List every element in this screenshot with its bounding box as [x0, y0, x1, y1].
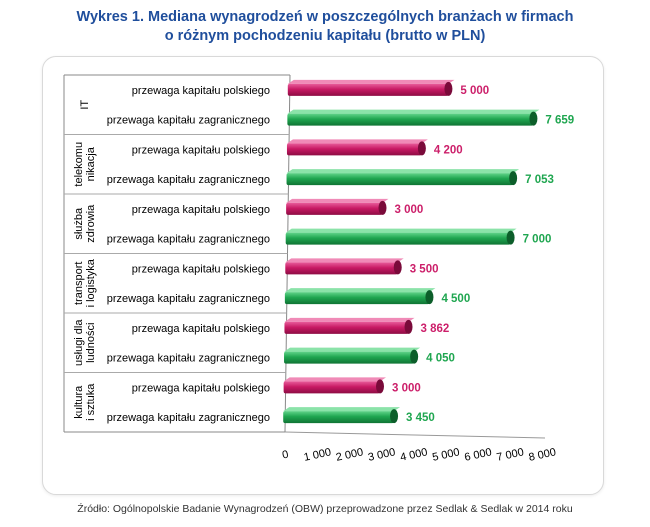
bar-foreign-top — [283, 407, 401, 412]
bar-polish-end — [417, 141, 426, 156]
group-label-line: usługi dla — [73, 319, 85, 366]
value-label: 4 050 — [426, 353, 455, 365]
bar-polish-top — [285, 258, 404, 263]
category-label: przewaga kapitału zagranicznego — [107, 412, 270, 424]
bar-foreign — [286, 173, 514, 186]
bar-polish — [283, 381, 380, 394]
group-label: transporti logistyka — [73, 258, 97, 307]
bar-polish-end — [393, 260, 402, 275]
group-label-line: i logistyka — [85, 258, 97, 307]
value-axis-line — [284, 431, 546, 439]
bar-polish-top — [283, 377, 386, 382]
bar-foreign-top — [284, 288, 436, 293]
bar-polish — [287, 83, 449, 96]
group-label-line: zdrowia — [85, 204, 97, 243]
value-label: 4 200 — [434, 144, 463, 156]
group-label: kulturai sztuka — [73, 383, 97, 421]
bar-polish-end — [444, 81, 453, 96]
x-tick-label: 8 000 — [528, 446, 557, 463]
x-tick-label: 1 000 — [303, 446, 332, 463]
value-label: 7 659 — [545, 115, 574, 127]
bar-foreign-end — [390, 409, 399, 424]
value-label: 3 000 — [395, 204, 424, 216]
group-label: telekomunikacja — [73, 142, 97, 187]
bar-foreign-end — [509, 171, 518, 186]
group-label: IT — [79, 100, 91, 110]
bar-foreign-top — [284, 347, 421, 352]
chart-title-line-2: o różnym pochodzeniu kapitału (brutto w … — [164, 28, 486, 44]
value-label: 3 000 — [392, 382, 421, 394]
category-label: przewaga kapitału polskiego — [132, 144, 270, 156]
group-label: służbazdrowia — [73, 204, 97, 243]
bar-foreign — [287, 113, 534, 126]
bar-foreign-end — [410, 349, 419, 364]
value-label: 7 000 — [523, 234, 552, 246]
x-tick-label: 7 000 — [496, 446, 525, 463]
x-tick-label: 3 000 — [367, 446, 396, 463]
bar-foreign-top — [286, 169, 520, 174]
group-label-line: służba — [73, 207, 85, 240]
bar-polish-top — [284, 317, 415, 322]
group-label-line: transport — [73, 262, 85, 305]
bar-foreign-end — [425, 290, 434, 305]
bar-polish-top — [286, 139, 428, 144]
category-label: przewaga kapitału zagranicznego — [107, 234, 270, 246]
category-label: przewaga kapitału polskiego — [132, 204, 270, 216]
value-label: 3 450 — [406, 412, 435, 424]
category-label: przewaga kapitału zagranicznego — [107, 353, 270, 365]
value-label: 5 000 — [460, 85, 489, 97]
chart-title-line-1: Wykres 1. Mediana wynagrodzeń w poszczeg… — [76, 9, 574, 25]
x-tick-label: 4 000 — [399, 446, 428, 463]
x-tick-label: 0 — [281, 449, 289, 462]
bar-foreign-top — [285, 228, 517, 233]
category-label: przewaga kapitału polskiego — [132, 263, 270, 275]
bar-polish-end — [404, 319, 413, 334]
bar-foreign-end — [529, 111, 538, 126]
group-label-line: ludności — [85, 323, 97, 363]
chart-title: Wykres 1. Mediana wynagrodzeń w poszczeg… — [0, 8, 650, 46]
bar-foreign — [283, 411, 395, 424]
group-label-line: IT — [79, 100, 91, 110]
bar-polish-end — [376, 379, 384, 394]
category-label: przewaga kapitału zagranicznego — [107, 293, 270, 305]
bar-foreign — [284, 292, 430, 305]
category-label: przewaga kapitału polskiego — [132, 323, 270, 335]
group-label-line: i sztuka — [85, 383, 97, 421]
category-label: przewaga kapitału polskiego — [132, 382, 270, 394]
category-label: przewaga kapitału zagranicznego — [107, 115, 270, 127]
x-tick-label: 2 000 — [335, 446, 364, 463]
category-label: przewaga kapitału zagranicznego — [107, 174, 270, 186]
value-label: 3 862 — [421, 323, 450, 335]
bar-polish-end — [378, 200, 387, 215]
group-label-line: kultura — [73, 385, 85, 419]
bar-polish — [286, 202, 383, 215]
group-label: usługi dlaludności — [73, 319, 97, 366]
bar-polish — [284, 321, 409, 334]
bar-polish-top — [287, 79, 455, 84]
value-label: 3 500 — [410, 263, 439, 275]
bar-polish-top — [286, 198, 389, 203]
bar-foreign — [284, 351, 415, 364]
group-label-line: nikacja — [85, 146, 97, 181]
x-tick-label: 6 000 — [463, 446, 492, 463]
group-label-line: telekomu — [73, 142, 85, 187]
bar-polish — [285, 262, 398, 275]
category-label: przewaga kapitału polskiego — [132, 85, 270, 97]
value-label: 7 053 — [525, 174, 554, 186]
bar-foreign-end — [506, 230, 515, 245]
source-note: Źródło: Ogólnopolskie Badanie Wynagrodze… — [77, 503, 573, 515]
bar-foreign — [285, 232, 511, 245]
bar-polish — [286, 143, 422, 156]
bar-foreign-top — [287, 109, 540, 114]
x-tick-label: 5 000 — [431, 446, 460, 463]
value-label: 4 500 — [441, 293, 470, 305]
